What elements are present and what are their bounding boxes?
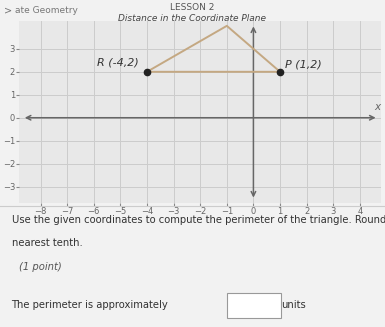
Text: LESSON 2: LESSON 2: [170, 3, 215, 12]
Text: P (1,2): P (1,2): [285, 60, 322, 70]
Text: ate Geometry: ate Geometry: [15, 6, 78, 15]
Text: Distance in the Coordinate Plane: Distance in the Coordinate Plane: [119, 14, 266, 23]
Text: units: units: [281, 300, 306, 310]
Text: (1 point): (1 point): [19, 262, 62, 272]
Text: Use the given coordinates to compute the perimeter of the triangle. Round your a: Use the given coordinates to compute the…: [12, 215, 385, 225]
FancyBboxPatch shape: [227, 293, 281, 318]
Text: x: x: [374, 102, 380, 112]
Text: The perimeter is approximately: The perimeter is approximately: [12, 300, 168, 310]
Text: nearest tenth.: nearest tenth.: [12, 237, 82, 248]
Text: R (-4,2): R (-4,2): [97, 58, 139, 68]
Text: >: >: [4, 6, 12, 16]
